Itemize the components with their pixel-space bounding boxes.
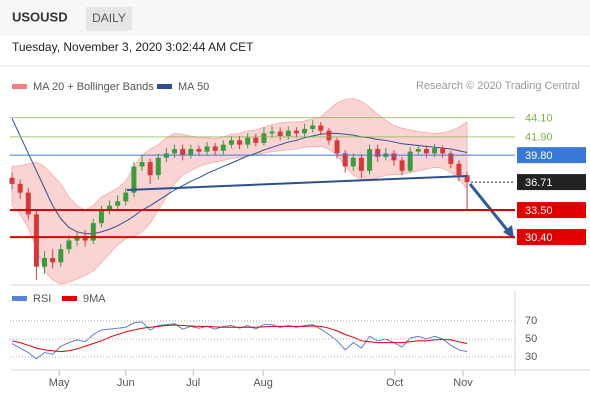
candle-body: [245, 137, 251, 145]
candle-body: [358, 157, 364, 171]
candle-body: [107, 205, 113, 211]
level-label: 30.40: [525, 232, 553, 244]
candle-body: [82, 236, 88, 241]
candle-body: [131, 166, 137, 193]
level-label: 44.10: [525, 113, 553, 125]
candle-body: [115, 201, 121, 206]
candle-body: [423, 149, 429, 154]
trend-line: [126, 175, 468, 191]
candle-body: [334, 140, 340, 154]
candle-body: [9, 177, 15, 184]
candle-body: [123, 192, 129, 202]
x-tick-label: Nov: [453, 377, 473, 389]
candle-body: [415, 149, 421, 152]
candle-body: [196, 149, 202, 152]
candle-body: [74, 236, 80, 241]
candle-body: [318, 125, 324, 131]
legend-swatch: [62, 296, 77, 301]
level-label-box: [517, 229, 586, 246]
timestamp: Tuesday, November 3, 2020 3:02:44 AM CET: [12, 40, 254, 54]
candle-body: [375, 149, 381, 157]
y-tick-label: 30: [525, 351, 537, 363]
legend-swatch: [12, 296, 27, 301]
candle-body: [147, 162, 153, 176]
candle-body: [98, 210, 104, 224]
level-label-box: [517, 202, 586, 219]
source: Research © 2020 Trading Central: [416, 80, 580, 92]
candle-body: [66, 240, 72, 250]
candle-body: [212, 146, 218, 151]
candle-body: [285, 130, 291, 136]
level-label: 41.90: [525, 132, 553, 144]
level-label: 36.71: [525, 177, 553, 189]
candle-body: [58, 249, 64, 263]
candle-body: [456, 163, 462, 176]
x-tick-label: Jun: [117, 377, 135, 389]
candle-body: [228, 140, 234, 145]
y-tick-label: 50: [525, 333, 537, 345]
candle-body: [33, 214, 39, 267]
legend-label: MA 20 + Bollinger Bands: [33, 81, 154, 93]
candle-body: [407, 151, 413, 171]
symbol: USOUSD: [12, 9, 68, 24]
y-tick-label: 70: [525, 315, 537, 327]
x-tick-label: Oct: [386, 377, 403, 389]
legend-swatch: [12, 84, 27, 89]
candle-body: [17, 183, 23, 193]
candle-body: [464, 175, 470, 183]
candle-body: [342, 153, 348, 167]
candle-body: [302, 128, 308, 134]
candle-body: [204, 146, 210, 152]
indicator-line: [11, 324, 468, 353]
candle-body: [90, 223, 96, 241]
candle-body: [172, 149, 178, 154]
legend-label: RSI: [33, 293, 51, 305]
candle-body: [310, 125, 316, 129]
candle-body: [180, 149, 186, 156]
x-tick-label: Aug: [253, 377, 273, 389]
candle-body: [269, 131, 275, 134]
x-tick-label: Jul: [186, 377, 200, 389]
candle-body: [293, 130, 299, 134]
legend-label: MA 50: [178, 81, 209, 93]
candle-body: [155, 157, 161, 176]
ma50-line: [11, 118, 468, 235]
candle-body: [237, 140, 243, 145]
candle-body: [350, 157, 356, 167]
candle-body: [277, 131, 283, 136]
candle-body: [326, 130, 332, 141]
candle-body: [448, 153, 454, 164]
level-label: 39.80: [525, 150, 553, 162]
candle-body: [399, 160, 405, 171]
candle-body: [432, 148, 438, 154]
candle-body: [367, 149, 373, 171]
indicator-line: [11, 321, 468, 360]
candle-body: [188, 149, 194, 156]
level-label-box: [517, 147, 586, 164]
candle-body: [139, 162, 145, 167]
level-label: 33.50: [525, 205, 553, 217]
candle-body: [25, 192, 31, 215]
candle-body: [261, 133, 267, 143]
candle-body: [253, 137, 259, 143]
legend-swatch: [157, 84, 172, 89]
legend-label: 9MA: [83, 293, 106, 305]
candle-body: [42, 257, 48, 267]
timeframe[interactable]: DAILY: [92, 11, 126, 25]
candle-body: [391, 153, 397, 161]
candle-body: [440, 148, 446, 154]
level-label-box: [517, 174, 586, 191]
candle-body: [220, 144, 226, 151]
arrow-head: [503, 225, 514, 239]
candle-body: [50, 257, 56, 263]
x-tick-label: May: [49, 377, 70, 389]
forecast-arrow: [468, 183, 510, 232]
timeframe-box[interactable]: [86, 7, 132, 31]
